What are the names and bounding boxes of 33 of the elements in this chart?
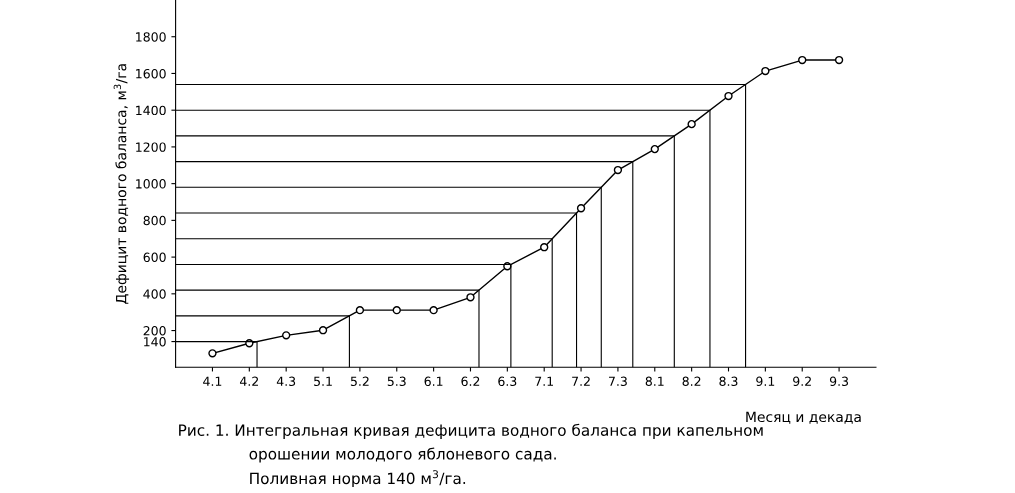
y-tick-label: 1000 (136, 179, 166, 189)
x-tick-label: 4.1 (203, 376, 222, 386)
y-tick-label: 200 (143, 326, 166, 336)
y-axis-title: Дефицит водного баланса, м$^{3}$/га (113, 64, 130, 304)
y-tick-label: 800 (143, 215, 166, 226)
x-tick-label: 8.1 (645, 376, 664, 386)
x-tick-label: 6.2 (461, 376, 480, 386)
y-tick-label: 400 (143, 289, 166, 299)
x-tick-label: 8.2 (682, 376, 701, 386)
x-tick-label: 7.2 (572, 376, 590, 386)
x-tick-label: 5.2 (350, 376, 369, 386)
y-tick-label: 140 (144, 337, 166, 347)
x-tick-label: 9.1 (756, 376, 775, 386)
y-tick-label: 1200 (136, 142, 166, 152)
y-tick-label: 1600 (136, 68, 166, 79)
text: орошении молодого яблоневого сада. (249, 447, 556, 463)
x-tick-label: 7.1 (535, 376, 553, 386)
x-tick-label: 6.1 (424, 376, 443, 386)
x-tick-label: 8.3 (719, 376, 738, 386)
x-tick-label: 7.3 (609, 376, 627, 386)
text: Поливная норма 140 м$^{3}$/га. (250, 470, 466, 488)
x-tick-label: 4.2 (239, 376, 258, 386)
x-axis-title: Месяц и декада (746, 411, 861, 424)
text: Рис. 1. Интегральная кривая дефицита водного баланса при капельном (179, 423, 763, 439)
y-tick-label: 1400 (136, 105, 166, 116)
x-tick-label: 6.3 (498, 376, 517, 386)
x-tick-label: 9.2 (793, 376, 811, 386)
x-tick-label: 4.3 (276, 376, 296, 386)
x-tick-label: 5.3 (387, 376, 406, 386)
x-tick-label: 5.1 (314, 376, 332, 386)
x-tick-label: 9.3 (829, 376, 849, 386)
y-tick-label: 1800 (136, 32, 166, 42)
y-tick-label: 600 (143, 252, 166, 263)
